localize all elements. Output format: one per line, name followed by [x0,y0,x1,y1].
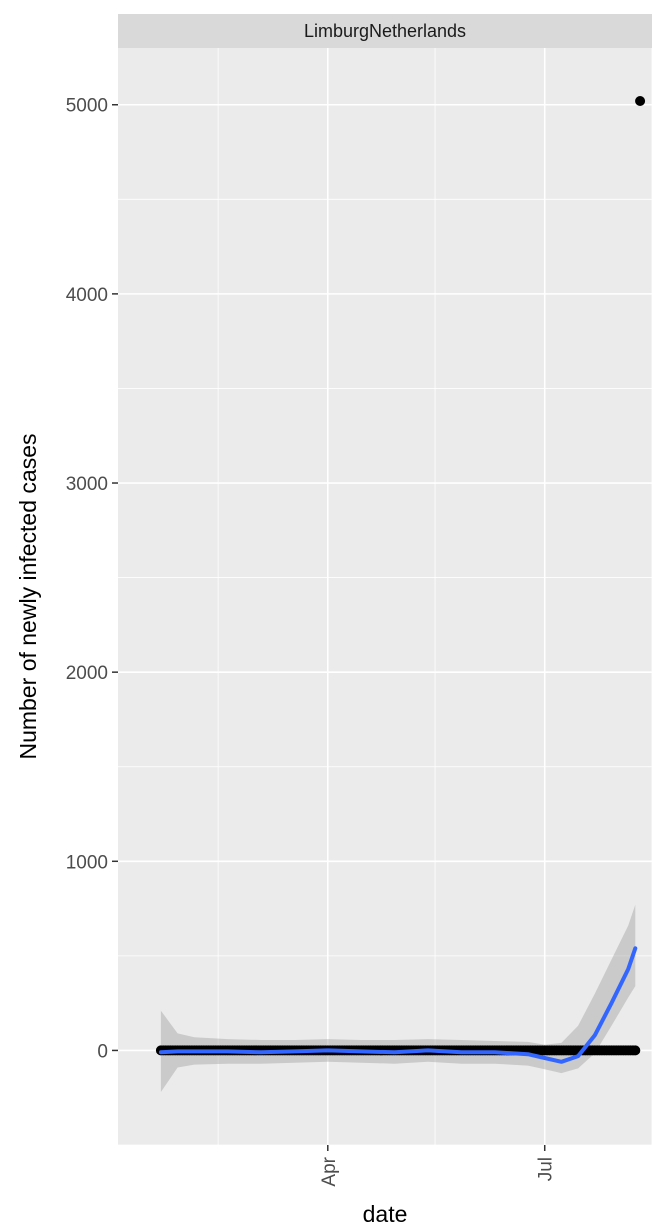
panel-background [118,48,652,1145]
confidence-band [160,904,636,1092]
y-tick-label: 3000 [66,474,108,495]
y-tick-label: 4000 [66,285,108,306]
x-tick-label: Jul [536,1157,557,1181]
smooth-line [158,946,638,1064]
y-tick-label: 0 [97,1041,108,1062]
facet-strip: LimburgNetherlands [118,14,652,48]
plot-panel [118,48,652,1145]
y-tick-label: 2000 [66,663,108,684]
smooth-line-path [158,946,638,1064]
y-axis-title: Number of newly infected cases [15,434,41,760]
x-axis-title: date [363,1201,408,1227]
grid-lines [118,48,653,1146]
y-tick-label: 1000 [66,852,108,873]
x-tick-label: Apr [319,1156,340,1186]
facet-strip-background [118,14,652,48]
axes: 0 1000 2000 3000 4000 5000 Apr Jul [66,96,557,1187]
confidence-band-area [160,904,636,1092]
facet-label: LimburgNetherlands [304,21,466,41]
y-tick-label: 5000 [66,96,108,117]
data-point-outlier [635,96,646,106]
data-point [630,1045,641,1056]
